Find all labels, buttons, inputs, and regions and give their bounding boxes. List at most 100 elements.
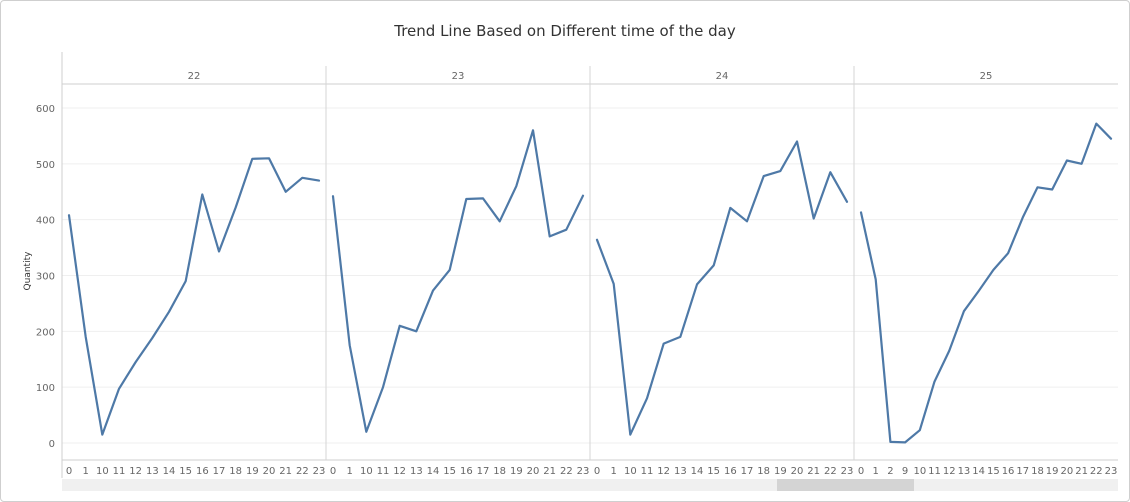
data-point[interactable] (844, 199, 850, 205)
data-point[interactable] (761, 173, 767, 179)
data-point[interactable] (299, 175, 305, 181)
data-point[interactable] (1093, 121, 1099, 127)
data-point[interactable] (917, 427, 923, 433)
x-tick-label: 2 (887, 466, 893, 477)
data-point[interactable] (233, 204, 239, 210)
data-point[interactable] (887, 439, 893, 445)
data-point[interactable] (873, 276, 879, 282)
data-point[interactable] (480, 195, 486, 201)
data-point[interactable] (347, 342, 353, 348)
x-tick-label: 14 (691, 466, 704, 477)
data-point[interactable] (249, 156, 255, 162)
data-point[interactable] (283, 189, 289, 195)
data-point[interactable] (580, 193, 586, 199)
data-point[interactable] (1020, 214, 1026, 220)
data-point[interactable] (83, 334, 89, 340)
data-point[interactable] (133, 359, 139, 365)
data-point[interactable] (216, 248, 222, 254)
trend-line-25[interactable] (859, 122, 1113, 444)
x-tick-label: 10 (96, 466, 109, 477)
y-tick-label: 100 (36, 383, 55, 394)
data-point[interactable] (563, 227, 569, 233)
data-point[interactable] (1005, 250, 1011, 256)
horizontal-scrollbar-track[interactable] (62, 479, 1118, 491)
data-point[interactable] (976, 288, 982, 294)
x-tick-label: 12 (393, 466, 406, 477)
data-point[interactable] (858, 209, 864, 215)
data-point[interactable] (946, 348, 952, 354)
y-tick-label: 400 (36, 216, 55, 227)
x-tick-label: 1 (82, 466, 88, 477)
x-tick-label: 12 (129, 466, 142, 477)
data-point[interactable] (266, 155, 272, 161)
x-tick-label: 18 (229, 466, 242, 477)
trend-line-24[interactable] (595, 140, 849, 436)
x-tick-label: 10 (624, 466, 637, 477)
data-point[interactable] (902, 439, 908, 445)
data-point[interactable] (199, 192, 205, 198)
data-point[interactable] (794, 139, 800, 145)
data-point[interactable] (711, 262, 717, 268)
data-point[interactable] (397, 323, 403, 329)
data-point[interactable] (777, 168, 783, 174)
data-point[interactable] (627, 432, 633, 438)
data-point[interactable] (513, 183, 519, 189)
data-point[interactable] (961, 308, 967, 314)
data-point[interactable] (380, 384, 386, 390)
data-point[interactable] (694, 281, 700, 287)
data-point[interactable] (990, 267, 996, 273)
x-tick-label: 21 (807, 466, 820, 477)
trend-line-23[interactable] (331, 129, 585, 433)
data-point[interactable] (447, 267, 453, 273)
data-point[interactable] (547, 233, 553, 239)
data-point[interactable] (1108, 136, 1114, 142)
x-tick-label: 21 (543, 466, 556, 477)
data-point[interactable] (149, 335, 155, 341)
data-point[interactable] (166, 309, 172, 315)
x-tick-label: 20 (1061, 466, 1074, 477)
x-tick-label: 11 (113, 466, 126, 477)
x-tick-label: 20 (791, 466, 804, 477)
panel-header-23: 23 (452, 71, 465, 82)
panel-header-22: 22 (188, 71, 201, 82)
data-point[interactable] (530, 127, 536, 133)
x-tick-label: 14 (163, 466, 176, 477)
data-point[interactable] (811, 216, 817, 222)
data-point[interactable] (594, 237, 600, 243)
horizontal-scrollbar-thumb[interactable] (777, 479, 914, 491)
data-point[interactable] (116, 386, 122, 392)
data-point[interactable] (1079, 161, 1085, 167)
data-point[interactable] (727, 205, 733, 211)
x-tick-label: 18 (757, 466, 770, 477)
data-point[interactable] (99, 432, 105, 438)
data-point[interactable] (330, 193, 336, 199)
x-tick-label: 17 (477, 466, 490, 477)
x-tick-label: 15 (707, 466, 720, 477)
trend-line-22[interactable] (67, 157, 321, 436)
y-tick-label: 300 (36, 272, 55, 283)
data-point[interactable] (1034, 184, 1040, 190)
data-point[interactable] (413, 328, 419, 334)
data-point[interactable] (363, 429, 369, 435)
data-point[interactable] (1064, 157, 1070, 163)
data-point[interactable] (827, 169, 833, 175)
x-tick-label: 11 (377, 466, 390, 477)
x-tick-label: 20 (527, 466, 540, 477)
data-point[interactable] (677, 334, 683, 340)
x-tick-label: 12 (657, 466, 670, 477)
data-point[interactable] (66, 212, 72, 218)
data-point[interactable] (661, 341, 667, 347)
data-point[interactable] (644, 395, 650, 401)
data-point[interactable] (611, 281, 617, 287)
data-point[interactable] (463, 196, 469, 202)
data-point[interactable] (1049, 187, 1055, 193)
x-tick-label: 19 (246, 466, 259, 477)
data-point[interactable] (932, 379, 938, 385)
x-tick-label: 0 (66, 466, 72, 477)
data-point[interactable] (316, 178, 322, 184)
data-point[interactable] (497, 218, 503, 224)
data-point[interactable] (183, 278, 189, 284)
data-point[interactable] (430, 288, 436, 294)
data-point[interactable] (744, 218, 750, 224)
